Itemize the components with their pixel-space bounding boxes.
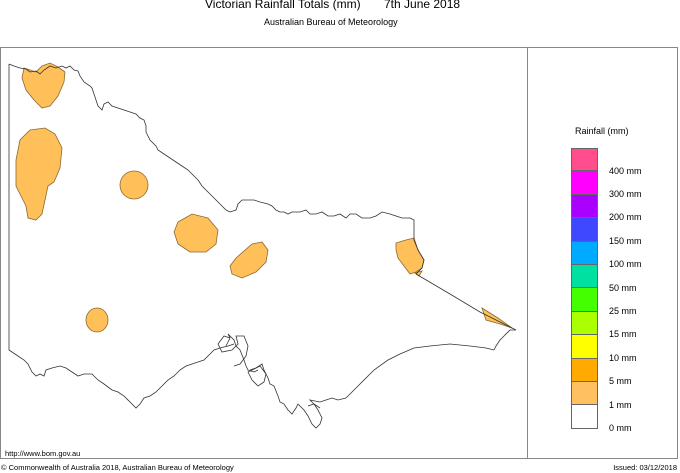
legend-swatch-400plus xyxy=(571,148,598,172)
legend-label: 100 mm xyxy=(609,259,642,269)
legend-swatch-0-1 xyxy=(571,405,598,429)
legend-label: 25 mm xyxy=(609,306,637,316)
legend-swatch-10-15 xyxy=(571,335,598,359)
legend-label: 5 mm xyxy=(609,376,632,386)
legend-label: 400 mm xyxy=(609,166,642,176)
legend-label: 50 mm xyxy=(609,283,637,293)
legend-swatch-300-400 xyxy=(571,171,598,195)
title-text: Victorian Rainfall Totals (mm) xyxy=(205,0,361,11)
legend-swatch-200-300 xyxy=(571,194,598,219)
legend-swatch-100-150 xyxy=(571,241,598,265)
legend-swatch-25-50 xyxy=(571,288,598,312)
rainfall-areas xyxy=(15,62,513,333)
legend-label: 300 mm xyxy=(609,189,642,199)
legend-colorbar xyxy=(571,148,598,429)
legend-swatch-5-10 xyxy=(571,358,598,382)
title-date: 7th June 2018 xyxy=(384,0,461,11)
legend-label: 10 mm xyxy=(609,353,637,363)
legend-label: 200 mm xyxy=(609,212,642,222)
victoria-outline xyxy=(8,63,517,429)
legend-label: 150 mm xyxy=(609,236,642,246)
bom-url-link[interactable]: http://www.bom.gov.au xyxy=(5,449,81,458)
legend-title: Rainfall (mm) xyxy=(575,126,629,136)
legend-swatch-50-100 xyxy=(571,264,598,289)
legend-label: 0 mm xyxy=(609,423,632,433)
legend-swatch-150-200 xyxy=(571,218,598,242)
legend-label: 15 mm xyxy=(609,329,637,339)
copyright-notice: © Commonwealth of Australia 2018, Austra… xyxy=(1,463,234,472)
map-title: Victorian Rainfall Totals (mm) 7th June … xyxy=(0,0,680,13)
legend-swatch-15-25 xyxy=(571,311,598,336)
issued-date: Issued: 03/12/2018 xyxy=(613,463,677,472)
legend-label: 1 mm xyxy=(609,400,632,410)
subtitle: Australian Bureau of Meteorology xyxy=(264,17,398,27)
legend-swatch-1-5 xyxy=(571,381,598,406)
legend-divider xyxy=(527,47,528,459)
